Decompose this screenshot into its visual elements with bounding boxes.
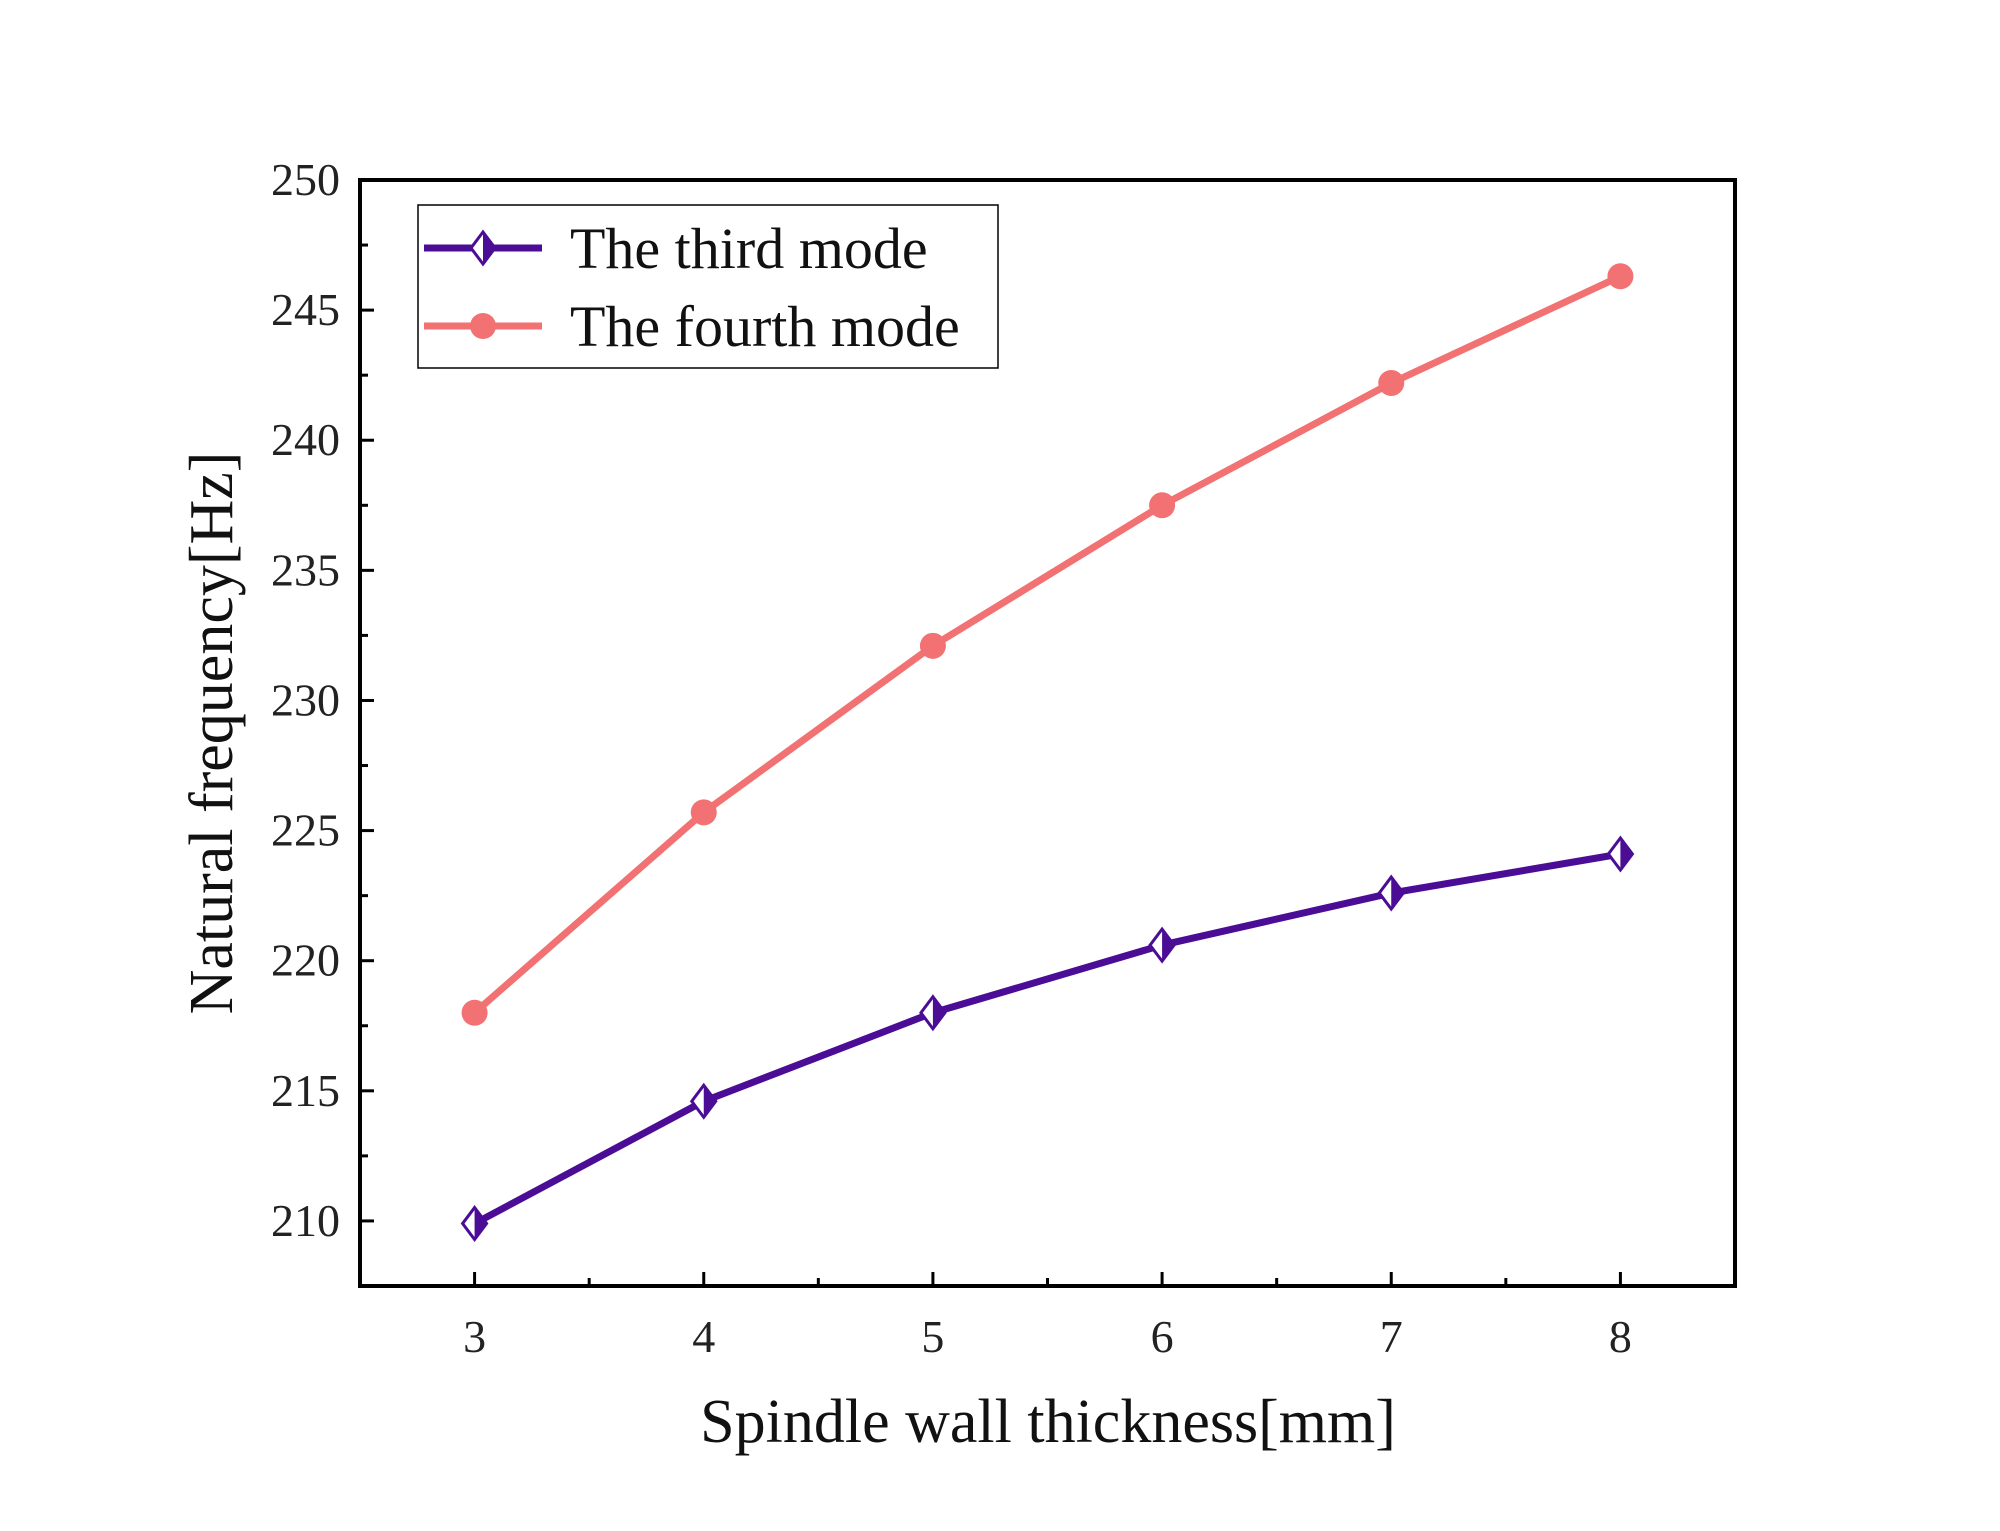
legend: The third mode The fourth mode	[417, 204, 999, 369]
marker-fill	[703, 1085, 716, 1118]
data-point-fourth-mode	[1378, 369, 1405, 396]
marker-fill	[1162, 929, 1175, 962]
y-tick-label: 250	[271, 154, 340, 205]
marker-fill	[1620, 838, 1633, 871]
legend-marker-third-mode	[469, 229, 497, 267]
y-tick-label: 240	[271, 414, 340, 465]
y-axis-title: Natural frequency[Hz]	[178, 452, 246, 1015]
x-axis-ticks: 3 4 5 6 7 8	[463, 1272, 1632, 1362]
y-tick-label: 215	[271, 1065, 340, 1116]
data-point-fourth-mode	[919, 632, 946, 659]
y-tick-label: 235	[271, 544, 340, 595]
y-tick-label: 230	[271, 674, 340, 725]
y-tick-label: 245	[271, 284, 340, 335]
y-tick-label: 220	[271, 935, 340, 986]
marker-fill	[474, 1207, 487, 1240]
data-point-third-mode	[1377, 874, 1406, 912]
data-point-fourth-mode	[1149, 492, 1176, 519]
series-line-1	[472, 850, 1622, 1227]
x-tick-label: 6	[1151, 1311, 1174, 1362]
marker-fill	[1391, 877, 1404, 910]
x-tick-label: 5	[921, 1311, 944, 1362]
x-tick-label: 7	[1380, 1311, 1403, 1362]
plot-series	[460, 263, 1635, 1243]
x-tick-label: 3	[463, 1311, 486, 1362]
x-tick-label: 4	[692, 1311, 715, 1362]
plot-frame	[358, 178, 1737, 1288]
y-tick-label: 210	[271, 1195, 340, 1246]
x-tick-label: 8	[1609, 1311, 1632, 1362]
series-line-2	[472, 273, 1622, 1016]
legend-label-third-mode: The third mode	[570, 216, 928, 281]
data-point-fourth-mode	[690, 799, 717, 826]
legend-box	[417, 204, 999, 369]
data-point-fourth-mode	[1607, 263, 1634, 290]
y-axis-ticks: 210 215 220 225 230 235 240 245 250	[271, 154, 374, 1246]
data-point-third-mode	[1148, 926, 1176, 964]
legend-marker-fourth-mode	[470, 313, 496, 339]
data-point-third-mode	[919, 994, 947, 1032]
data-point-third-mode	[689, 1082, 718, 1120]
legend-label-fourth-mode: The fourth mode	[570, 294, 960, 359]
data-point-fourth-mode	[461, 999, 488, 1026]
y-tick-label: 225	[271, 805, 340, 856]
x-axis-title: Spindle wall thickness[mm]	[700, 1388, 1396, 1456]
data-point-third-mode	[1606, 835, 1635, 873]
data-point-third-mode	[460, 1205, 489, 1243]
marker-fill	[932, 996, 945, 1029]
